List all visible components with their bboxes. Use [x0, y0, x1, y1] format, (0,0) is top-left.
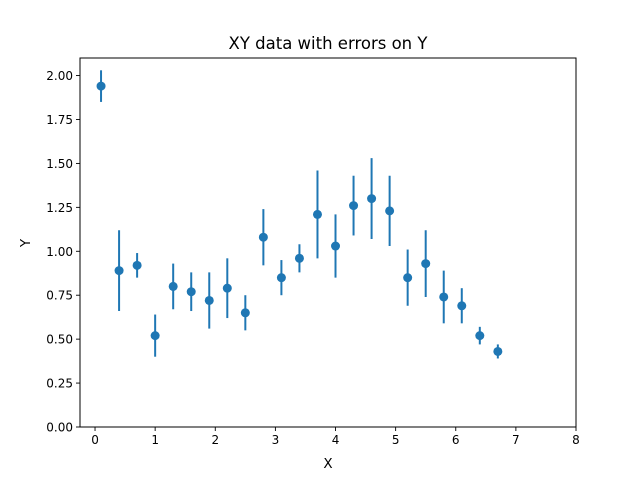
x-tick-label: 8 — [572, 433, 580, 447]
data-point — [258, 232, 268, 242]
data-point — [150, 331, 160, 341]
y-tick-label: 0.75 — [46, 289, 73, 303]
y-tick-label: 1.50 — [46, 157, 73, 171]
y-tick-label: 0.25 — [46, 377, 73, 391]
y-axis-label: Y — [18, 238, 34, 248]
data-point — [367, 194, 377, 204]
data-point — [114, 266, 124, 276]
y-tick-label: 2.00 — [46, 69, 73, 83]
data-point — [475, 331, 485, 341]
chart-title: XY data with errors on Y — [229, 34, 429, 53]
data-point — [493, 346, 503, 356]
data-point — [276, 273, 286, 283]
y-tick-label: 0.00 — [46, 421, 73, 435]
data-point — [312, 209, 322, 219]
x-tick-label: 4 — [332, 433, 340, 447]
plot-frame — [79, 57, 577, 428]
data-point — [132, 260, 142, 270]
x-axis: 0 1 2 3 4 5 6 7 8 — [91, 427, 580, 447]
data-point — [421, 259, 431, 269]
x-tick-label: 3 — [272, 433, 280, 447]
data-point — [96, 81, 106, 91]
x-tick-label: 2 — [211, 433, 219, 447]
y-tick-label: 0.50 — [46, 333, 73, 347]
y-tick-label: 1.25 — [46, 201, 73, 215]
y-tick-label: 1.00 — [46, 245, 73, 259]
data-point — [294, 253, 304, 263]
x-tick-label: 1 — [151, 433, 159, 447]
y-tick-label: 1.75 — [46, 113, 73, 127]
x-tick-label: 6 — [452, 433, 460, 447]
plot-area — [79, 57, 577, 428]
data-point — [186, 287, 196, 297]
x-tick-label: 7 — [512, 433, 520, 447]
data-point — [168, 281, 178, 291]
data-point — [403, 273, 413, 283]
data-point — [457, 301, 467, 311]
x-axis-label: X — [323, 456, 332, 472]
data-point — [222, 283, 232, 293]
data-markers — [96, 81, 503, 356]
data-point — [204, 295, 214, 305]
data-point — [385, 206, 395, 216]
x-tick-label: 5 — [392, 433, 400, 447]
plot-background — [80, 58, 576, 427]
data-point — [331, 241, 341, 251]
data-point — [349, 201, 359, 211]
data-point — [240, 308, 250, 318]
y-axis: 0.00 0.25 0.50 0.75 1.00 1.25 1.50 1.75 2.00 — [46, 69, 80, 435]
data-point — [439, 292, 449, 302]
x-tick-label: 0 — [91, 433, 99, 447]
